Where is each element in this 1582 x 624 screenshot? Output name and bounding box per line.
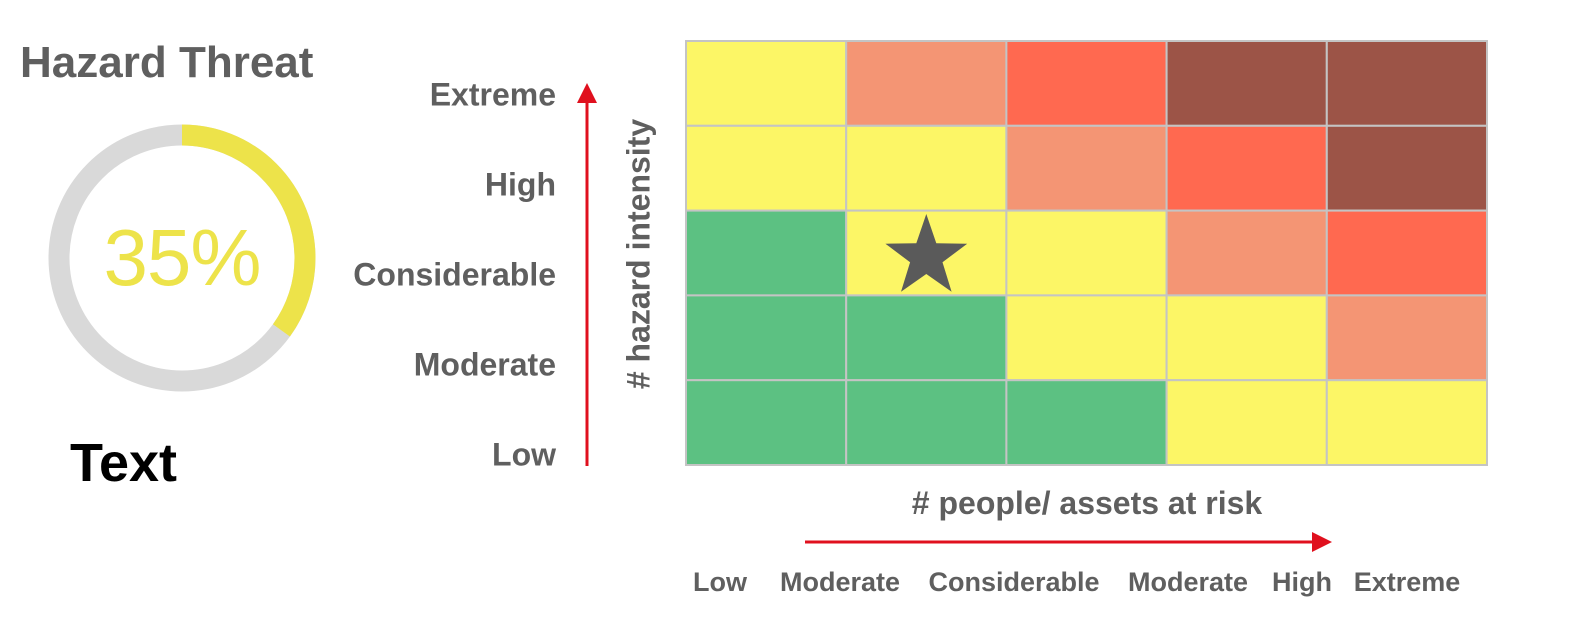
y-tick-label-considerable: Considerable [353, 256, 556, 293]
x-tick-label-moderate-2: Moderate [1127, 567, 1249, 597]
matrix-cell-r2-c4 [1325, 209, 1489, 297]
matrix-cell-r1-c3 [1165, 124, 1328, 212]
y-tick-label-high: High [484, 166, 556, 203]
matrix-cell-r0-c4 [1325, 40, 1489, 127]
y-axis-title: # hazard intensity [620, 118, 657, 390]
matrix-cell-r0-c2 [1005, 40, 1168, 127]
star-marker [885, 214, 968, 292]
x-tick-labels: Low Moderate Considerable Moderate High … [0, 567, 1582, 607]
y-tick-label-low: Low [492, 436, 556, 473]
matrix-cell-r4-c1 [845, 379, 1008, 467]
matrix-cell-r4-c0 [685, 379, 848, 467]
percent-gauge: 35% [48, 124, 316, 392]
x-axis-title: # people/ assets at risk [911, 485, 1263, 521]
x-tick-label-extreme: Extreme [1353, 567, 1461, 597]
y-tick-labels: Extreme High Considerable Moderate Low [300, 0, 556, 624]
matrix-cell-r0-c0 [685, 40, 848, 127]
matrix-cell-r4-c4 [1325, 379, 1489, 467]
matrix-cell-r4-c2 [1005, 379, 1168, 467]
matrix-cell-r1-c0 [685, 124, 848, 212]
x-axis-arrow-head [1312, 532, 1332, 552]
x-tick-label-moderate: Moderate [779, 567, 901, 597]
gauge-value: 35% [103, 213, 261, 302]
matrix-cell-r0-c1 [845, 40, 1008, 127]
matrix-cell-r2-c2 [1005, 209, 1168, 297]
x-tick-label-high: High [1272, 567, 1332, 597]
matrix-cell-r2-c0 [685, 209, 848, 297]
matrix-cell-r4-c3 [1165, 379, 1328, 467]
x-tick-label-low: Low [693, 567, 747, 597]
matrix-cell-r3-c4 [1325, 294, 1489, 382]
y-tick-label-extreme: Extreme [429, 76, 556, 113]
matrix-cell-r1-c1 [845, 124, 1008, 212]
matrix-cell-r1-c2 [1005, 124, 1168, 212]
gauge-fill-arc [48, 124, 316, 392]
matrix-cell-r3-c1 [845, 294, 1008, 382]
y-tick-label-moderate: Moderate [413, 346, 556, 383]
matrix-cell-r0-c3 [1165, 40, 1328, 127]
gauge-title: Hazard Threat [20, 38, 314, 87]
matrix-cell-r2-c3 [1165, 209, 1328, 297]
matrix-cells [685, 40, 1489, 467]
x-tick-label-considerable: Considerable [928, 567, 1100, 597]
matrix-cell-r3-c2 [1005, 294, 1168, 382]
matrix-cell-r3-c0 [685, 294, 848, 382]
gauge-caption: Text [70, 433, 178, 493]
matrix-cell-r1-c4 [1325, 124, 1489, 212]
gauge-ring [48, 124, 316, 392]
matrix-cell-r3-c3 [1165, 294, 1328, 382]
y-axis-arrow-head [577, 83, 597, 103]
